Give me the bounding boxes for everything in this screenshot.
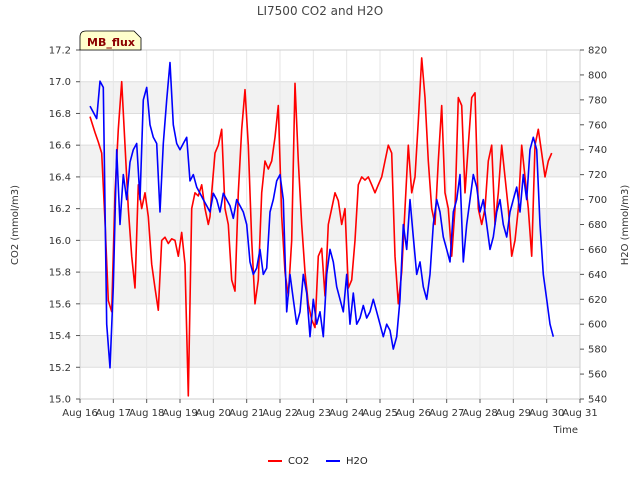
- plot-background-bands: [80, 81, 580, 368]
- x-tick-label: Aug 30: [529, 408, 564, 419]
- x-tick-label: Aug 18: [129, 408, 164, 419]
- x-tick-label: Aug 31: [562, 408, 597, 419]
- right-axis-title: H2O (mmol/m3): [620, 185, 631, 266]
- left-axis-title: CO2 (mmol/m3): [10, 185, 21, 265]
- badge-label: MB_flux: [87, 36, 135, 49]
- right-tick-label: 660: [588, 245, 607, 256]
- left-tick-label: 16.0: [49, 236, 71, 247]
- left-tick-label: 15.2: [49, 363, 71, 374]
- x-tick-label: Aug 16: [62, 408, 97, 419]
- x-tick-label: Aug 17: [96, 408, 131, 419]
- x-tick-label: Aug 22: [262, 408, 297, 419]
- grid-lines: [79, 49, 581, 400]
- x-tick-label: Aug 20: [196, 408, 231, 419]
- chart-title: LI7500 CO2 and H2O: [257, 4, 383, 18]
- right-tick-label: 760: [588, 120, 607, 131]
- legend-label-co2: CO2: [288, 456, 309, 467]
- left-tick-label: 15.0: [49, 395, 71, 406]
- right-axis-ticks: 540 560 580 600 620 640 660 680 700 720 740 760 780 8…: [580, 46, 607, 406]
- left-tick-label: 16.8: [49, 109, 71, 120]
- x-tick-label: Aug 28: [462, 408, 497, 419]
- right-tick-label: 620: [588, 295, 607, 306]
- mb-flux-badge: MB_flux: [79, 30, 142, 51]
- x-tick-label: Aug 24: [329, 408, 364, 419]
- x-tick-label: Aug 21: [229, 408, 264, 419]
- right-tick-label: 600: [588, 320, 607, 331]
- right-tick-label: 740: [588, 145, 607, 156]
- right-tick-label: 540: [588, 395, 607, 406]
- x-tick-label: Aug 23: [296, 408, 331, 419]
- left-tick-label: 15.8: [49, 268, 71, 279]
- right-tick-label: 680: [588, 220, 607, 231]
- x-tick-label: Aug 19: [162, 408, 197, 419]
- right-tick-label: 560: [588, 370, 607, 381]
- background-band: [80, 81, 580, 114]
- x-tick-label: Aug 29: [496, 408, 531, 419]
- x-tick-label: Aug 26: [396, 408, 431, 419]
- background-band: [80, 335, 580, 368]
- right-tick-label: 580: [588, 345, 607, 356]
- left-tick-label: 16.6: [49, 141, 71, 152]
- left-tick-label: 17.0: [49, 77, 71, 88]
- left-tick-label: 16.4: [49, 172, 71, 183]
- x-tick-label: Aug 27: [429, 408, 464, 419]
- right-tick-label: 700: [588, 195, 607, 206]
- right-tick-label: 800: [588, 70, 607, 81]
- left-tick-label: 15.4: [49, 331, 71, 342]
- series-lines: [89, 57, 555, 397]
- x-tick-label: Aug 25: [362, 408, 397, 419]
- series-line-co2: [89, 57, 553, 397]
- series-line-h2o: [89, 61, 555, 369]
- left-tick-label: 15.6: [49, 299, 71, 310]
- left-tick-label: 17.2: [49, 46, 71, 57]
- right-tick-label: 780: [588, 95, 607, 106]
- left-tick-label: 16.2: [49, 204, 71, 215]
- x-axis-title: Time: [553, 425, 578, 436]
- right-tick-label: 720: [588, 170, 607, 181]
- left-axis-ticks: 15.0 15.2 15.4 15.6 15.8 16.0 16.2 16.4 16.6 16.8…: [49, 46, 80, 406]
- right-tick-label: 820: [588, 46, 607, 57]
- legend: CO2 H2O: [268, 456, 368, 467]
- legend-label-h2o: H2O: [346, 456, 368, 467]
- background-band: [80, 272, 580, 304]
- right-tick-label: 640: [588, 270, 607, 281]
